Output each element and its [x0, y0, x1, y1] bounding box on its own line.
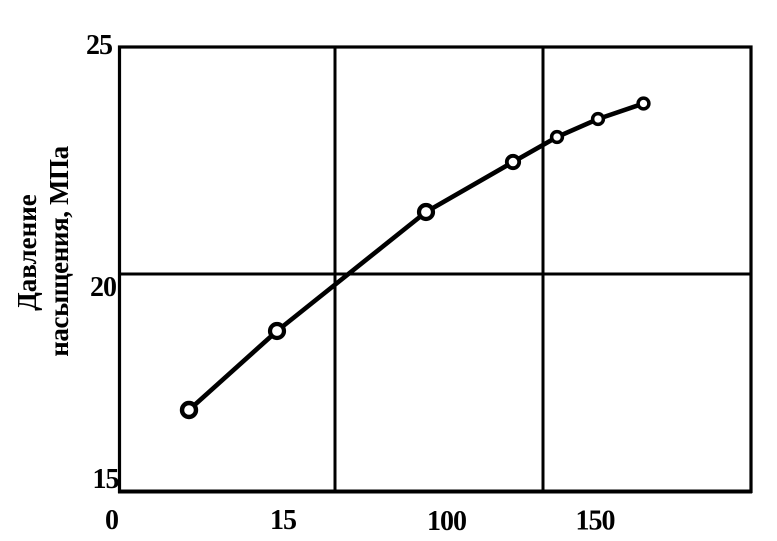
- svg-text:Давление: Давление: [12, 194, 42, 311]
- svg-text:25: 25: [86, 30, 112, 61]
- svg-text:100: 100: [427, 506, 466, 537]
- svg-text:0: 0: [105, 505, 118, 536]
- svg-text:20: 20: [90, 272, 116, 303]
- svg-text:150: 150: [576, 506, 615, 537]
- svg-text:15: 15: [93, 464, 119, 495]
- svg-text:насыщения, МПа: насыщения, МПа: [44, 145, 74, 356]
- svg-text:15: 15: [270, 505, 296, 536]
